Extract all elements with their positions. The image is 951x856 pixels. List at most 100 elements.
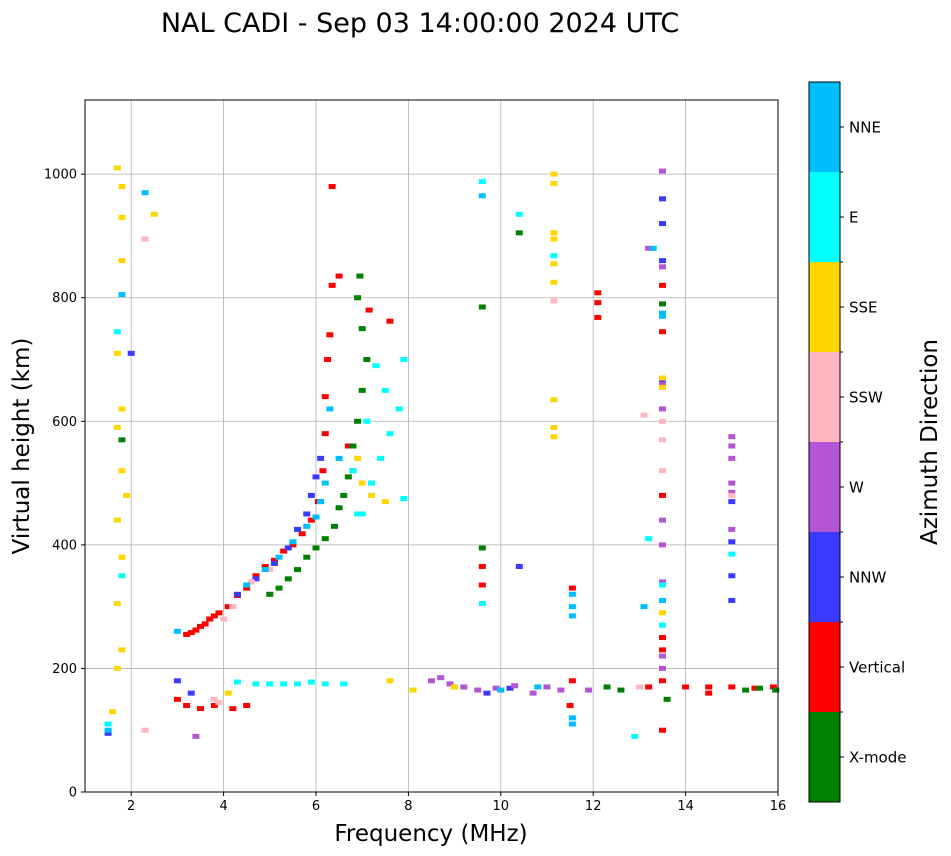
point-sse	[118, 214, 126, 220]
point-x-mode	[275, 585, 283, 591]
point-nne	[141, 190, 149, 196]
point-x-mode	[330, 523, 338, 529]
colorbar-label-x-mode: X-mode	[849, 749, 906, 767]
point-e	[550, 253, 558, 259]
point-w	[446, 681, 454, 687]
point-vertical	[183, 631, 191, 637]
point-e	[280, 681, 288, 687]
point-sse	[224, 690, 232, 696]
point-sse	[386, 678, 394, 684]
point-ssw	[141, 727, 149, 733]
point-w	[543, 684, 551, 690]
point-vertical	[594, 314, 602, 320]
point-sse	[550, 230, 558, 236]
point-w	[659, 579, 666, 585]
point-ssw	[266, 567, 274, 573]
point-nne	[321, 480, 329, 486]
point-e	[377, 455, 385, 461]
point-sse	[358, 480, 366, 486]
point-sse	[550, 434, 558, 440]
point-ssw	[640, 412, 648, 418]
point-sse	[550, 180, 558, 186]
point-sse	[118, 468, 126, 474]
point-ssw	[728, 492, 736, 498]
point-ssw	[215, 699, 223, 705]
point-e	[294, 681, 302, 687]
point-vertical	[568, 585, 576, 591]
point-vertical	[659, 282, 666, 288]
x-tick-label: 14	[677, 799, 694, 814]
colorbar-segment-nnw	[809, 532, 840, 622]
point-x-mode	[340, 492, 348, 498]
point-vertical	[210, 613, 218, 619]
point-x-mode	[349, 443, 357, 449]
point-e	[386, 431, 394, 437]
point-w	[659, 406, 666, 412]
point-vertical	[192, 627, 200, 633]
point-vertical	[197, 623, 204, 629]
point-e	[372, 363, 380, 369]
point-x-mode	[344, 474, 352, 480]
point-vertical	[187, 630, 195, 636]
point-vertical	[478, 582, 486, 588]
point-e	[363, 418, 371, 424]
point-vertical	[321, 431, 329, 437]
colorbar-segment-vertical	[809, 622, 840, 712]
point-nne	[312, 514, 320, 520]
point-e	[659, 582, 666, 588]
point-w	[192, 733, 200, 739]
point-x-mode	[303, 554, 311, 560]
y-tick-label: 400	[52, 538, 77, 553]
point-ssw	[635, 684, 643, 690]
point-vertical	[298, 531, 306, 537]
point-ssw	[141, 236, 149, 242]
point-vertical	[659, 727, 666, 733]
point-e	[478, 601, 486, 607]
point-w	[557, 687, 565, 693]
point-sse	[550, 171, 558, 177]
point-nne	[534, 684, 542, 690]
point-e	[478, 179, 486, 185]
point-vertical	[478, 563, 486, 569]
point-x-mode	[335, 505, 343, 511]
point-sse	[550, 279, 558, 285]
point-nne	[326, 406, 334, 412]
point-e	[252, 681, 260, 687]
x-tick-label: 6	[312, 799, 320, 814]
point-nne	[568, 715, 576, 721]
point-x-mode	[321, 536, 329, 542]
x-tick-label: 10	[493, 799, 510, 814]
point-vertical	[682, 684, 690, 690]
point-nnw	[303, 511, 311, 517]
point-x-mode	[284, 576, 292, 582]
point-x-mode	[742, 687, 750, 693]
point-vertical	[289, 542, 297, 548]
point-vertical	[566, 703, 574, 708]
point-sse	[550, 261, 558, 267]
point-vertical	[335, 273, 343, 279]
point-vertical	[252, 573, 260, 579]
point-sse	[550, 236, 558, 242]
point-w	[659, 381, 666, 387]
point-w	[511, 683, 519, 689]
x-tick-label: 16	[770, 799, 787, 814]
point-x-mode	[294, 567, 302, 573]
point-vertical	[324, 357, 332, 362]
point-sse	[113, 665, 121, 671]
colorbar-label-e: E	[849, 209, 858, 227]
point-nnw	[659, 258, 666, 264]
point-nnw	[728, 597, 736, 603]
point-e	[118, 573, 126, 579]
x-tick-label: 4	[219, 799, 227, 814]
point-e	[645, 536, 653, 542]
point-vertical	[728, 684, 736, 690]
colorbar-label-vertical: Vertical	[849, 659, 905, 677]
point-sse	[367, 492, 375, 498]
point-x-mode	[659, 301, 666, 307]
point-sse	[118, 554, 126, 560]
point-sse	[550, 397, 558, 403]
point-vertical	[594, 290, 602, 296]
point-nne	[243, 582, 251, 588]
point-nnw	[284, 545, 292, 551]
y-tick-label: 600	[52, 415, 77, 430]
